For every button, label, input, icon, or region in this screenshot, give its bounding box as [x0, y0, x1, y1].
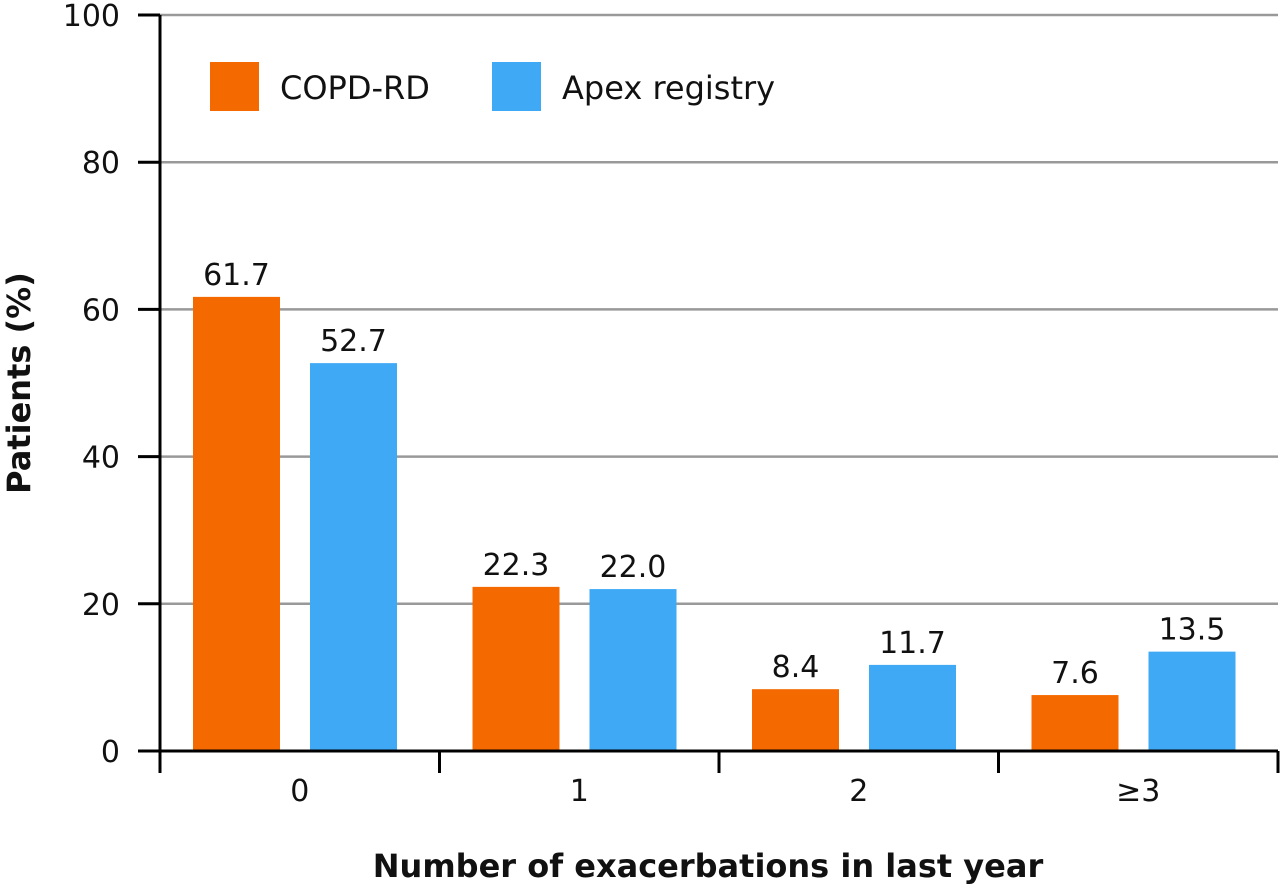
x-tick-label: 0: [290, 774, 309, 809]
bar-copd-rd: [752, 689, 839, 751]
legend-swatch: [210, 62, 259, 111]
legend-swatch: [492, 62, 541, 111]
bar-copd-rd: [1031, 695, 1119, 751]
y-tick-label: 80: [82, 146, 120, 181]
x-tick-label: 2: [849, 774, 868, 809]
data-label: 22.3: [483, 548, 550, 583]
data-label: 13.5: [1159, 613, 1226, 648]
x-tick-label: ≥3: [1116, 774, 1160, 809]
y-tick-label: 40: [82, 441, 120, 476]
data-label: 61.7: [203, 258, 270, 293]
bar-copd-rd: [193, 296, 280, 751]
bar-apex-registry: [589, 589, 677, 751]
y-tick-label: 60: [82, 293, 120, 328]
y-axis-title: Patients (%): [0, 272, 38, 494]
y-tick-label: 0: [101, 735, 120, 770]
data-label: 7.6: [1051, 656, 1099, 691]
data-label: 11.7: [879, 626, 946, 661]
data-label: 8.4: [772, 650, 820, 685]
y-tick-label: 100: [63, 0, 120, 34]
bar-apex-registry: [310, 363, 397, 751]
x-axis-title: Number of exacerbations in last year: [373, 847, 1044, 885]
legend-label: Apex registry: [562, 69, 775, 107]
data-label: 22.0: [600, 550, 667, 585]
bar-apex-registry: [1148, 651, 1236, 751]
bar-copd-rd: [472, 586, 560, 751]
y-tick-label: 20: [82, 588, 120, 623]
x-tick-label: 1: [570, 774, 589, 809]
legend-label: COPD-RD: [280, 69, 430, 107]
legend: COPD-RD Apex registry: [210, 62, 775, 111]
bars: 61.7 52.7 22.3 22.0 8.4 11.7 7.6 13.5: [193, 258, 1236, 751]
axes: 0 20 40 60 80 100 0 1 2 ≥3: [63, 0, 1280, 809]
data-label: 52.7: [320, 324, 387, 359]
bar-apex-registry: [869, 664, 956, 751]
